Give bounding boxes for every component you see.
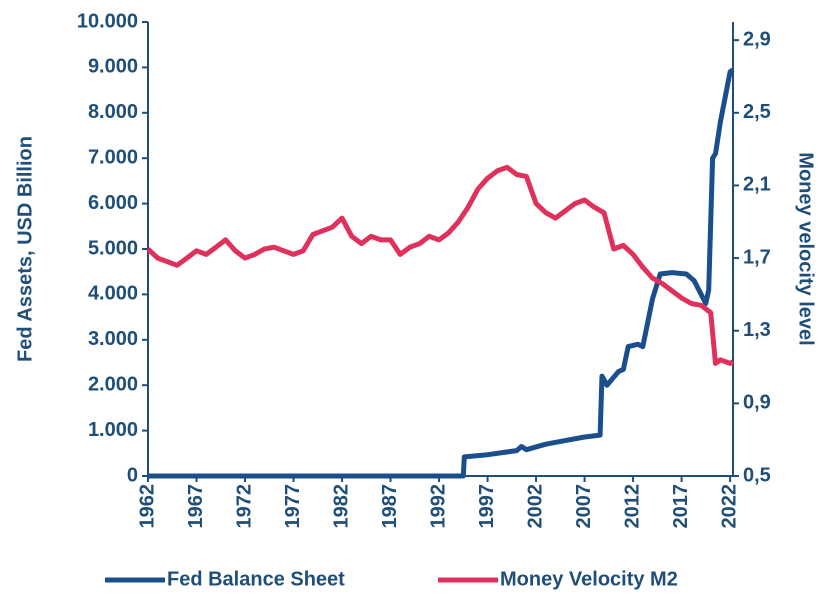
y2-tick-label: 2,1 bbox=[743, 174, 771, 196]
legend-label: Money Velocity M2 bbox=[500, 568, 678, 590]
y2-tick-label: 1,3 bbox=[743, 319, 771, 341]
y-axis-label: Fed Assets, USD Billion bbox=[14, 136, 36, 362]
y-tick-label: 3.000 bbox=[88, 328, 138, 350]
y2-tick-label: 2,9 bbox=[743, 28, 771, 50]
y2-axis-label: Money velocity level bbox=[795, 152, 817, 345]
y2-tick-label: 0,5 bbox=[743, 464, 771, 486]
x-tick-label: 1972 bbox=[233, 484, 255, 529]
x-tick-label: 1992 bbox=[427, 484, 449, 529]
y-tick-label: 9.000 bbox=[88, 56, 138, 78]
x-tick-label: 2022 bbox=[718, 484, 740, 529]
x-tick-label: 2002 bbox=[524, 484, 546, 529]
x-tick-label: 1962 bbox=[136, 484, 158, 529]
y-tick-label: 2.000 bbox=[88, 373, 138, 395]
x-tick-label: 1977 bbox=[282, 484, 304, 529]
y2-tick-label: 1,7 bbox=[743, 246, 771, 268]
x-tick-label: 2012 bbox=[621, 484, 643, 529]
legend-label: Fed Balance Sheet bbox=[167, 568, 345, 590]
series-line bbox=[146, 164, 735, 366]
y-tick-label: 1.000 bbox=[88, 419, 138, 441]
y-tick-label: 0 bbox=[127, 464, 138, 486]
series-line bbox=[148, 67, 735, 479]
y2-tick-label: 0,9 bbox=[743, 392, 771, 414]
y2-tick-label: 2,5 bbox=[743, 101, 771, 123]
y-tick-label: 8.000 bbox=[88, 101, 138, 123]
y-tick-label: 6.000 bbox=[88, 192, 138, 214]
x-tick-label: 1987 bbox=[379, 484, 401, 529]
y-tick-label: 7.000 bbox=[88, 146, 138, 168]
x-tick-label: 1982 bbox=[330, 484, 352, 529]
x-tick-label: 1997 bbox=[476, 484, 498, 529]
y-tick-label: 10.000 bbox=[77, 10, 138, 32]
y-tick-label: 5.000 bbox=[88, 237, 138, 259]
x-tick-label: 2017 bbox=[670, 484, 692, 529]
x-tick-label: 2007 bbox=[573, 484, 595, 529]
x-tick-label: 1967 bbox=[185, 484, 207, 529]
y-tick-label: 4.000 bbox=[88, 283, 138, 305]
